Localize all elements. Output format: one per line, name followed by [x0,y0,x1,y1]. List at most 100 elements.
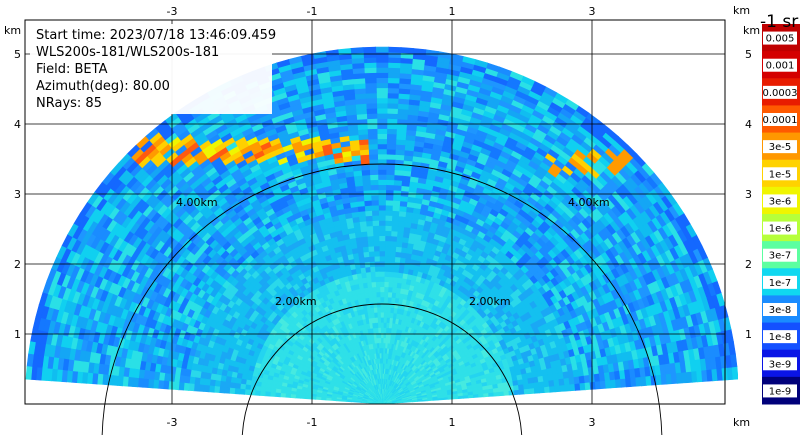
data-cell [375,291,381,298]
data-cell [375,296,381,303]
data-cell [366,235,374,242]
data-cell [379,265,385,272]
data-cell [362,246,369,253]
data-cell [394,149,405,156]
data-cell [363,199,372,207]
data-cell [376,87,388,94]
data-cell [387,56,401,64]
data-cell [388,276,394,283]
data-cell [365,97,378,104]
data-cell [378,209,386,216]
data-cell [375,82,389,89]
data-cell [375,67,389,73]
data-cell [554,384,561,393]
data-cell [369,179,379,186]
data-cell [366,230,374,237]
data-cell [371,209,380,216]
data-cell [376,113,388,119]
data-cell [384,250,391,257]
data-cell [375,281,381,288]
data-cell [383,291,389,298]
data-cell [394,251,402,258]
data-cell [386,118,398,125]
data-cell [376,102,388,109]
data-cell [382,332,387,339]
data-cell [373,245,380,252]
data-cell [380,316,384,323]
data-cell [374,276,381,283]
data-cell [387,67,401,74]
data-cell [368,255,375,263]
data-cell [386,148,396,155]
data-cell [387,281,394,288]
data-cell [379,306,385,313]
data-cell [365,220,373,227]
data-cell [379,281,385,288]
data-cell [376,107,388,114]
data-cell [386,107,399,115]
data-cell [390,235,398,242]
data-cell [386,102,399,109]
data-cell [388,271,395,278]
data-cell [383,306,388,313]
data-cell [389,245,397,252]
data-cell [533,387,541,394]
data-cell [377,169,387,175]
data-cell [361,179,371,186]
data-cell [383,271,390,278]
data-cell [384,220,393,227]
data-cell [395,246,402,253]
data-cell [384,230,392,237]
data-cell [365,225,374,232]
data-cell [370,276,376,283]
data-cell [366,112,378,120]
data-cell [387,92,399,99]
data-cell [362,46,377,53]
data-cell [574,382,581,391]
data-cell [369,169,379,176]
data-cell [377,148,387,155]
data-cell [377,164,387,170]
data-cell [518,388,525,395]
data-cell [382,327,387,334]
data-cell [372,230,380,237]
data-cell [362,189,372,197]
data-cell [391,286,397,294]
data-cell [364,72,377,79]
data-cell [373,250,380,257]
data-cell [374,271,381,278]
data-cell [365,92,377,99]
data-cell [386,133,397,140]
data-cell [377,194,387,201]
data-cell [386,301,392,308]
data-cell [385,179,395,186]
data-cell [394,154,405,161]
data-cell [380,327,384,333]
data-cell [367,128,378,135]
data-cell [384,245,391,252]
data-cell [523,388,530,395]
data-cell [369,174,379,181]
data-cell [384,255,391,262]
data-cell [371,286,377,293]
data-cell [378,245,386,252]
data-cell [379,276,385,282]
data-cell [391,215,399,222]
data-cell [377,184,387,191]
data-cell [369,271,376,278]
data-cell [391,220,399,227]
data-cell [360,164,370,171]
data-cell [363,56,377,64]
data-cell [369,266,376,273]
data-cell [371,220,380,227]
data-cell [378,240,386,247]
data-cell [383,265,390,272]
data-cell [361,174,371,181]
data-cell [384,235,392,242]
data-cell [379,286,385,293]
data-cell [383,296,389,303]
data-cell [528,387,535,395]
data-cell [387,46,402,53]
data-cell [376,128,388,134]
